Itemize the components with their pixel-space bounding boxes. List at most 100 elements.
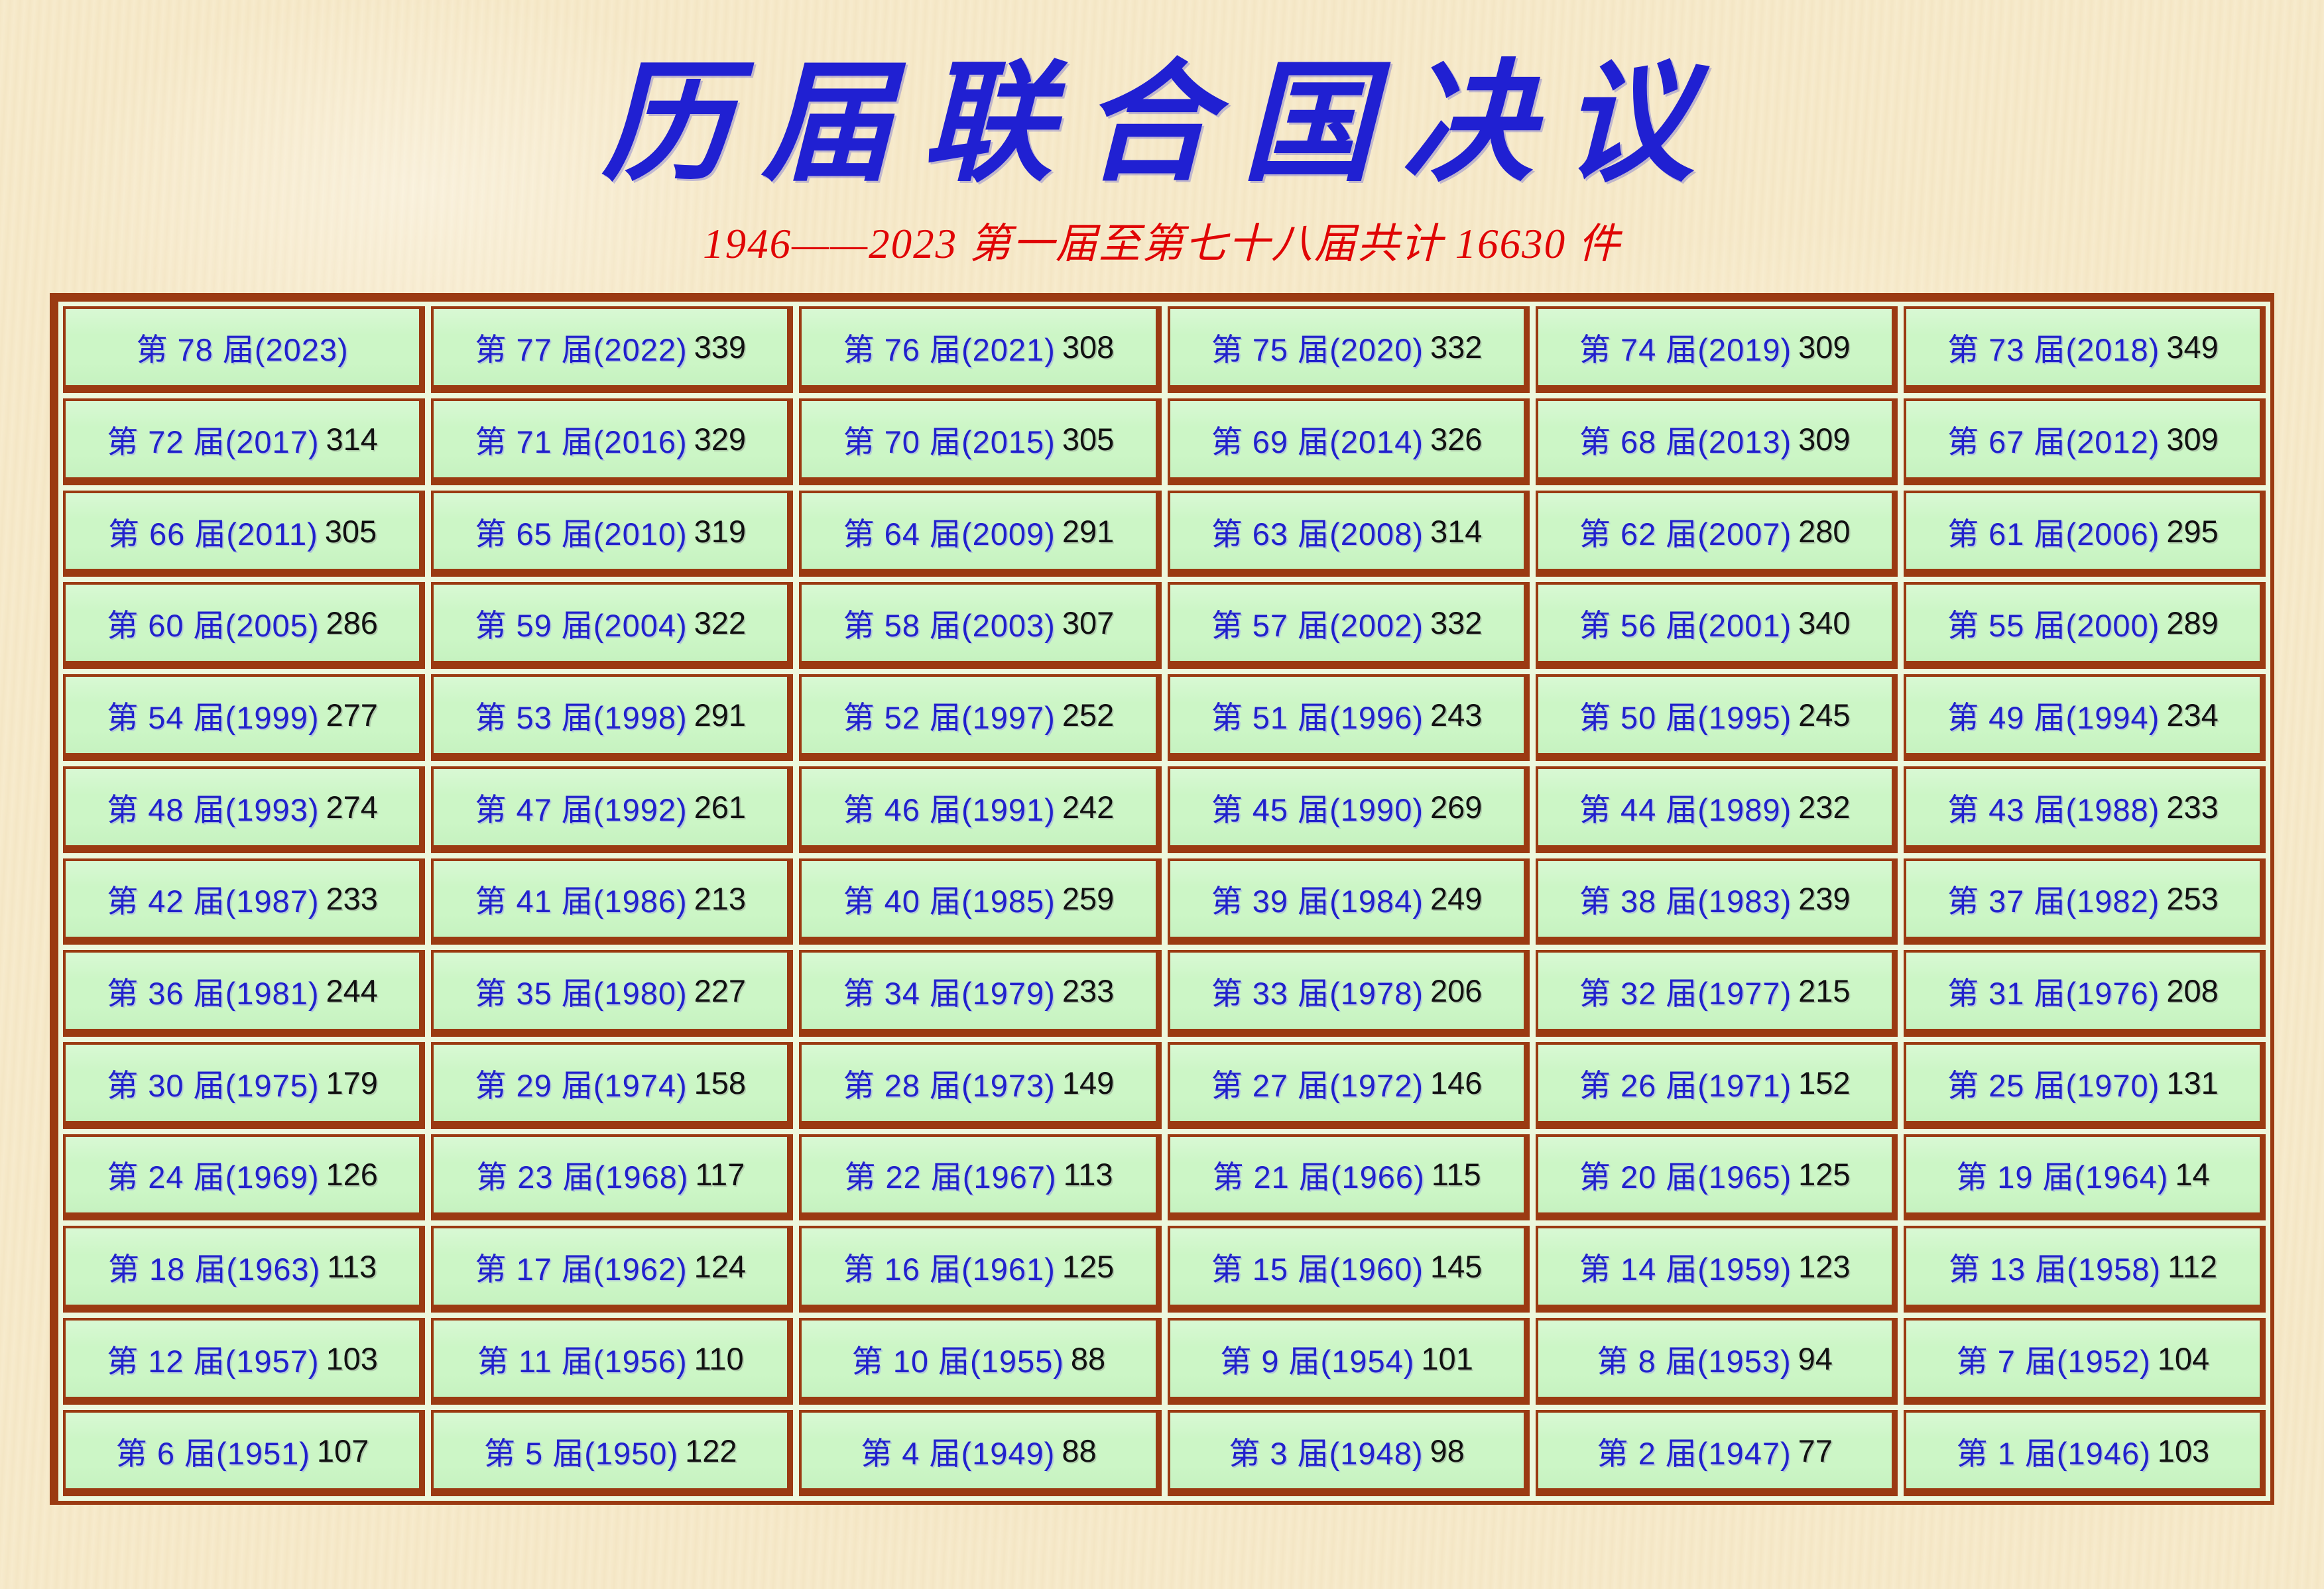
session-label: 第 35 届(1980) [475,976,688,1012]
session-cell: 第 37 届(1982) 253 [1903,858,2266,945]
session-count: 233 [2166,789,2219,825]
session-count: 107 [316,1433,369,1468]
session-count: 149 [1062,1065,1115,1100]
session-cell: 第 50 届(1995) 245 [1535,674,1898,761]
session-label: 第 65 届(2010) [475,516,688,552]
session-label: 第 60 届(2005) [107,608,320,644]
session-count: 98 [1430,1433,1465,1468]
session-cell: 第 59 届(2004) 322 [431,582,794,670]
session-cell: 第 34 届(1979) 233 [799,950,1162,1037]
session-label: 第 17 届(1962) [475,1252,688,1287]
session-label: 第 19 届(1964) [1956,1159,2169,1195]
session-label: 第 58 届(2003) [843,608,1056,644]
session-cell: 第 40 届(1985) 259 [799,858,1162,945]
session-count: 252 [1062,697,1115,733]
session-count: 103 [326,1340,378,1376]
session-cell: 第 14 届(1959) 123 [1535,1226,1898,1313]
session-count: 233 [326,881,378,917]
session-label: 第 40 届(1985) [843,884,1056,919]
session-cell: 第 47 届(1992) 261 [431,766,794,853]
session-label: 第 38 届(1983) [1579,884,1792,919]
session-count: 322 [694,605,747,641]
session-cell: 第 16 届(1961) 125 [799,1226,1162,1313]
session-label: 第 74 届(2019) [1579,332,1792,368]
sessions-table: 第 78 届(2023) 第 77 届(2022) 339 第 76 届(202… [50,293,2274,1505]
session-cell: 第 23 届(1968) 117 [431,1134,794,1221]
session-label: 第 12 届(1957) [107,1343,320,1379]
session-cell: 第 72 届(2017) 314 [63,398,426,485]
session-count: 234 [2166,697,2219,733]
session-count: 125 [1798,1157,1851,1193]
session-label: 第 64 届(2009) [843,516,1056,552]
session-label: 第 46 届(1991) [843,792,1056,827]
session-count: 277 [326,697,378,733]
session-count: 340 [1798,605,1851,641]
session-count: 332 [1430,329,1483,365]
session-label: 第 24 届(1969) [107,1159,320,1195]
session-label: 第 31 届(1976) [1947,976,2160,1012]
session-cell: 第 46 届(1991) 242 [799,766,1162,853]
session-count: 243 [1430,697,1483,733]
session-label: 第 14 届(1959) [1579,1252,1792,1287]
session-cell: 第 15 届(1960) 145 [1167,1226,1530,1313]
session-cell: 第 56 届(2001) 340 [1535,582,1898,670]
session-cell: 第 75 届(2020) 332 [1167,306,1530,394]
session-cell: 第 69 届(2014) 326 [1167,398,1530,485]
session-count: 126 [326,1157,378,1193]
session-label: 第 29 届(1974) [475,1067,688,1103]
session-cell: 第 7 届(1952) 104 [1903,1318,2266,1405]
session-label: 第 72 届(2017) [107,424,320,459]
session-count: 332 [1430,605,1483,641]
session-count: 215 [1798,973,1851,1009]
session-label: 第 49 届(1994) [1947,700,2160,735]
session-label: 第 23 届(1968) [476,1159,689,1195]
session-cell: 第 60 届(2005) 286 [63,582,426,670]
session-count: 88 [1070,1340,1106,1376]
session-count: 227 [694,973,747,1009]
session-label: 第 20 届(1965) [1579,1159,1792,1195]
session-count: 280 [1798,513,1851,549]
session-count: 308 [1062,329,1115,365]
session-cell: 第 2 届(1947) 77 [1535,1409,1898,1497]
session-cell: 第 57 届(2002) 332 [1167,582,1530,670]
session-label: 第 56 届(2001) [1579,608,1792,644]
session-cell: 第 77 届(2022) 339 [431,306,794,394]
session-count: 232 [1798,789,1851,825]
session-label: 第 6 届(1951) [115,1435,310,1471]
session-label: 第 57 届(2002) [1211,608,1424,644]
session-count: 309 [1798,421,1851,457]
page-title: 历届联合国决议 [601,45,1723,200]
session-label: 第 5 届(1950) [483,1435,679,1471]
session-cell: 第 65 届(2010) 319 [431,490,794,577]
session-label: 第 32 届(1977) [1579,976,1792,1012]
session-count: 339 [694,329,747,365]
session-label: 第 25 届(1970) [1947,1067,2160,1103]
session-count: 131 [2166,1065,2219,1100]
session-cell: 第 68 届(2013) 309 [1535,398,1898,485]
session-label: 第 22 届(1967) [844,1159,1057,1195]
session-count: 295 [2166,513,2219,549]
session-count: 123 [1798,1249,1851,1285]
session-count: 208 [2166,973,2219,1009]
session-count: 244 [326,973,378,1009]
session-cell: 第 4 届(1949) 88 [799,1409,1162,1497]
session-count: 233 [1062,973,1115,1009]
session-cell: 第 49 届(1994) 234 [1903,674,2266,761]
session-label: 第 41 届(1986) [475,884,688,919]
session-label: 第 8 届(1953) [1597,1343,1792,1379]
session-cell: 第 61 届(2006) 295 [1903,490,2266,577]
session-cell: 第 78 届(2023) [63,306,426,394]
sessions-grid: 第 78 届(2023) 第 77 届(2022) 339 第 76 届(202… [63,306,2266,1497]
session-cell: 第 5 届(1950) 122 [431,1409,794,1497]
session-cell: 第 55 届(2000) 289 [1903,582,2266,670]
session-cell: 第 45 届(1990) 269 [1167,766,1530,853]
session-label: 第 76 届(2021) [843,332,1056,368]
session-cell: 第 43 届(1988) 233 [1903,766,2266,853]
session-count: 326 [1430,421,1483,457]
session-label: 第 53 届(1998) [475,700,688,735]
session-count: 88 [1062,1433,1097,1468]
session-label: 第 11 届(1956) [477,1343,688,1379]
session-label: 第 75 届(2020) [1211,332,1424,368]
session-cell: 第 64 届(2009) 291 [799,490,1162,577]
session-count: 158 [694,1065,747,1100]
